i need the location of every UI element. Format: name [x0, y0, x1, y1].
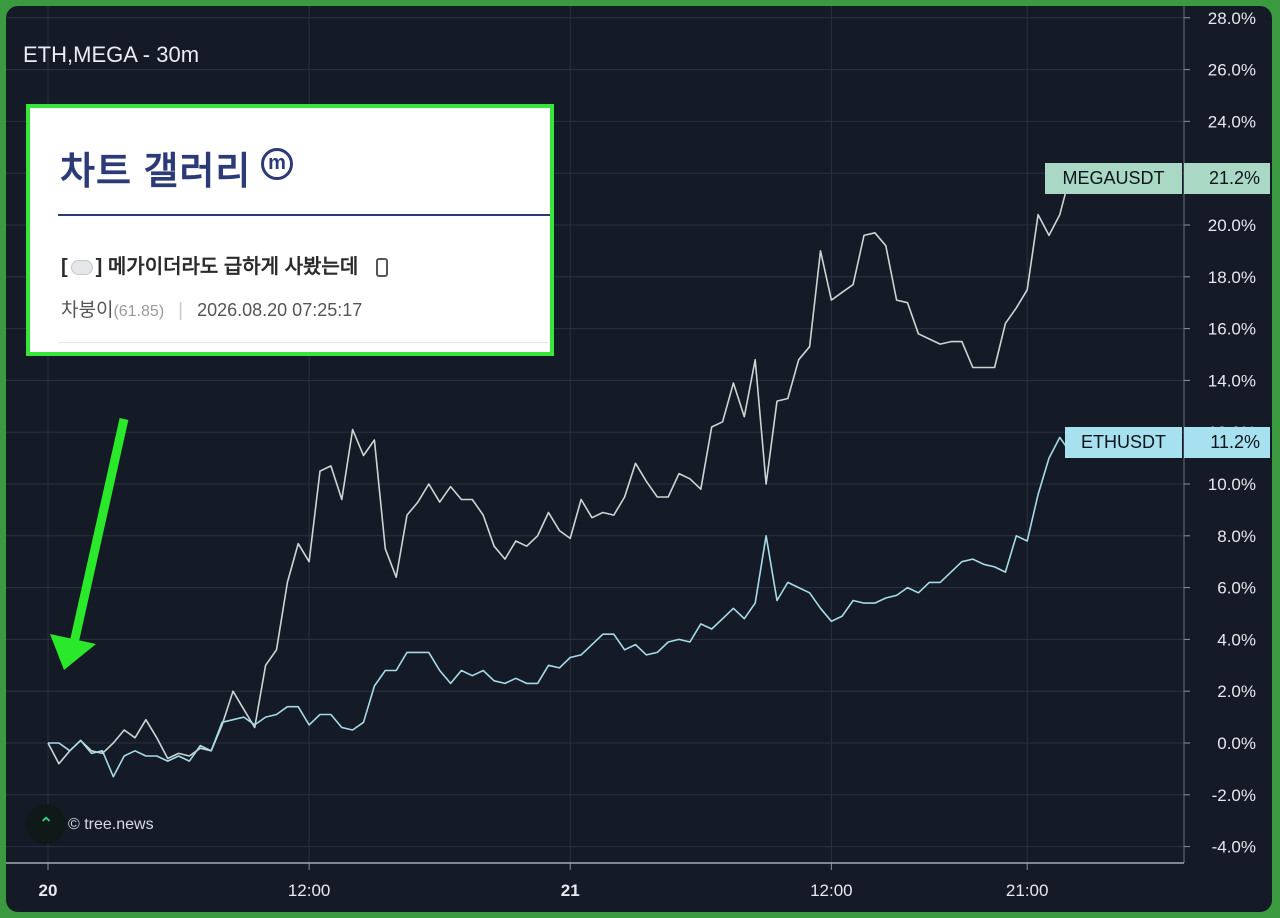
post-title[interactable]: 메가이더라도 급하게 사봤는데 [107, 256, 359, 278]
y-tick-label: 4.0% [1217, 630, 1256, 649]
gallery-title: 차트 갤러리 [60, 151, 252, 193]
post-author[interactable]: 차붕이 [61, 300, 114, 321]
card-bottom-divider [58, 342, 548, 343]
y-tick-label: 28.0% [1208, 9, 1256, 28]
post-timestamp: 2026.08.20 07:25:17 [197, 300, 363, 320]
mega-series-label: MEGAUSDT [1045, 163, 1182, 194]
y-tick-label: 6.0% [1217, 579, 1256, 598]
watermark-text: © tree.news [68, 816, 154, 833]
y-tick-label: 26.0% [1208, 61, 1256, 80]
y-tick-label: 10.0% [1208, 475, 1256, 494]
y-tick-label: 2.0% [1217, 682, 1256, 701]
chart-frame: 28.0%26.0%24.0%22.0%20.0%18.0%16.0%14.0%… [6, 6, 1272, 912]
y-tick-label: 0.0% [1217, 734, 1256, 753]
y-tick-label: 20.0% [1208, 216, 1256, 235]
x-tick-label: 12:00 [810, 881, 853, 900]
gallery-post-card[interactable]: 차트 갤러리 m [] 메가이더라도 급하게 사봤는데 차붕이(61.85) | 2… [26, 104, 554, 356]
gallery-logo-icon: m [261, 148, 293, 180]
y-tick-label: -2.0% [1212, 786, 1256, 805]
tree-news-logo-icon: ⌃ [26, 804, 66, 844]
chart-annotation [50, 418, 129, 670]
ethusdt-series-line [48, 436, 1082, 778]
green-arrow-icon [50, 418, 129, 670]
post-bracket-close: ] [95, 256, 103, 278]
comment-bubble-icon [70, 260, 93, 276]
mobile-icon [375, 258, 388, 278]
x-tick-label: 21:00 [1006, 881, 1049, 900]
meta-separator: | [178, 300, 184, 321]
author-score: (61.85) [113, 303, 165, 320]
mega-last-value-label: 21.2% [1184, 163, 1270, 194]
y-tick-label: 18.0% [1208, 268, 1256, 287]
y-tick-label: 16.0% [1208, 320, 1256, 339]
x-tick-label: 20 [39, 881, 58, 900]
y-tick-label: 14.0% [1208, 371, 1256, 390]
x-tick-label: 21 [561, 881, 580, 900]
y-tick-label: 24.0% [1208, 112, 1256, 131]
post-bracket-open: [ [61, 256, 68, 278]
gallery-title-divider [58, 214, 550, 216]
eth-series-label: ETHUSDT [1065, 427, 1182, 458]
x-tick-label: 12:00 [288, 881, 331, 900]
y-tick-label: -4.0% [1212, 838, 1256, 857]
chart-series [47, 172, 1082, 778]
post-meta: 차붕이(61.85) | 2026.08.20 07:25:17 [61, 295, 362, 322]
y-tick-label: 8.0% [1217, 527, 1256, 546]
post-title-line[interactable]: [] 메가이더라도 급하게 사봤는데 [61, 250, 388, 279]
chart-title: ETH,MEGA - 30m [23, 42, 200, 67]
eth-last-value-label: 11.2% [1184, 427, 1270, 458]
